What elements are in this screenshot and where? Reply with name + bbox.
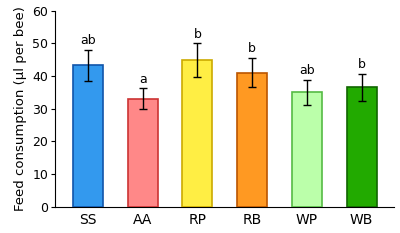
- Bar: [292, 92, 322, 206]
- Text: b: b: [358, 58, 366, 71]
- Text: ab: ab: [80, 34, 96, 47]
- Bar: [73, 65, 103, 206]
- Bar: [128, 99, 158, 206]
- Y-axis label: Feed consumption (μl per bee): Feed consumption (μl per bee): [14, 6, 26, 211]
- Bar: [237, 73, 267, 206]
- Bar: [346, 87, 377, 206]
- Bar: [182, 60, 212, 206]
- Text: ab: ab: [299, 64, 315, 77]
- Text: b: b: [194, 27, 201, 41]
- Text: b: b: [248, 42, 256, 55]
- Text: a: a: [139, 73, 146, 86]
